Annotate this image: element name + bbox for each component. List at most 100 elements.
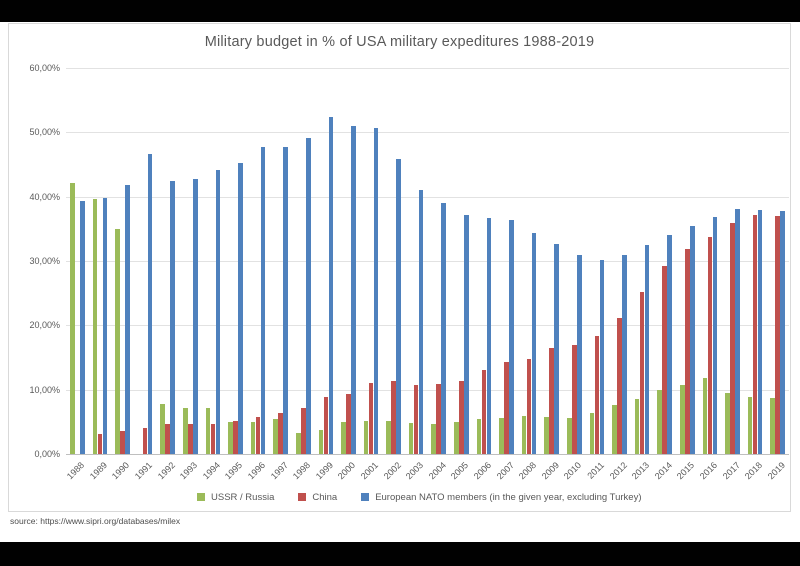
- bar-1992-series-2: [170, 181, 175, 454]
- bar-2016-series-1: [707, 237, 713, 454]
- bar-2002-series-0: [386, 420, 391, 454]
- gridline: [66, 261, 789, 262]
- bar-1998-series-0: [295, 432, 301, 454]
- bar-2008-series-0: [521, 416, 527, 454]
- bar-1988-series-0: [69, 182, 75, 454]
- bar-2013-series-1: [639, 291, 645, 454]
- chart-legend: USSR / Russia China European NATO members …: [197, 490, 642, 504]
- legend-label: USSR / Russia: [211, 491, 275, 503]
- bar-1999-series-2: [328, 116, 334, 454]
- bar-2010-series-0: [567, 417, 572, 454]
- y-axis-label: 40,00%: [29, 191, 60, 202]
- bar-2014-series-1: [662, 266, 668, 454]
- bar-1991-series-2: [147, 154, 153, 454]
- bar-1994-series-1: [210, 424, 216, 454]
- bar-2004-series-1: [436, 383, 442, 454]
- bar-2001-series-1: [368, 383, 374, 454]
- bar-2005-series-0: [454, 422, 459, 454]
- bar-1992-series-1: [165, 423, 170, 454]
- bar-2019-series-2: [780, 211, 785, 454]
- bar-2015-series-1: [685, 249, 690, 454]
- bar-2000-series-2: [351, 125, 356, 454]
- bar-2019-series-0: [770, 398, 775, 454]
- bar-1993-series-0: [182, 407, 188, 454]
- bar-2009-series-2: [554, 244, 560, 454]
- bar-2018-series-0: [747, 396, 753, 454]
- chart-frame: Military budget in % of USA military exp…: [8, 23, 791, 512]
- bar-2001-series-0: [363, 420, 369, 454]
- bar-1998-series-1: [300, 407, 306, 454]
- bar-2007-series-2: [509, 220, 514, 454]
- bar-2006-series-0: [476, 419, 482, 454]
- y-axis-label: 10,00%: [29, 384, 60, 395]
- bar-1998-series-2: [305, 138, 311, 454]
- bar-2007-series-1: [504, 362, 509, 454]
- bar-2016-series-2: [712, 217, 718, 454]
- source-text: source: https://www.sipri.org/databases/…: [10, 516, 181, 526]
- x-axis-line: [66, 454, 789, 455]
- bar-2018-series-2: [757, 209, 763, 454]
- plot-area: 0,00% 10,00% 20,00% 30,00% 40,00% 50,00% 60,00…: [29, 63, 789, 481]
- bar-2009-series-1: [549, 347, 555, 454]
- bar-1993-series-2: [192, 179, 198, 454]
- bar-1990-series-0: [115, 229, 120, 454]
- bar-1996-series-0: [250, 422, 256, 454]
- legend-swatch-icon: [361, 493, 370, 501]
- gridline: [66, 132, 789, 134]
- bar-2003-series-0: [408, 423, 414, 454]
- bar-1994-series-0: [205, 408, 211, 454]
- bar-2004-series-0: [431, 424, 437, 454]
- bar-1992-series-0: [160, 403, 165, 454]
- bar-2009-series-0: [544, 417, 550, 454]
- bar-2011-series-1: [594, 335, 600, 454]
- bar-1988-series-2: [79, 200, 85, 454]
- bar-1999-series-0: [318, 430, 324, 454]
- legend-swatch-icon: [197, 493, 205, 501]
- bar-2007-series-0: [499, 417, 504, 454]
- bar-2017-series-1: [730, 223, 735, 454]
- bar-2014-series-2: [667, 234, 673, 454]
- bar-2003-series-1: [413, 385, 419, 454]
- gridline: [66, 68, 789, 69]
- bar-2006-series-2: [486, 217, 492, 454]
- y-axis-label: 0,00%: [34, 449, 60, 459]
- bar-2017-series-0: [725, 392, 730, 454]
- y-axis-label: 30,00%: [29, 256, 60, 266]
- y-axis-label: 60,00%: [29, 63, 60, 73]
- bar-2003-series-2: [418, 189, 424, 454]
- bar-2012-series-2: [622, 254, 627, 454]
- bar-1989-series-2: [102, 197, 108, 454]
- bar-2002-series-2: [396, 158, 401, 454]
- bar-2011-series-2: [599, 260, 605, 454]
- bar-1995-series-0: [228, 421, 233, 454]
- bar-2013-series-0: [634, 398, 640, 454]
- gridline: [66, 325, 789, 327]
- legend-item: USSR / Russia: [197, 492, 274, 503]
- bar-2014-series-0: [657, 390, 663, 454]
- gridline: [66, 196, 789, 198]
- bar-2001-series-2: [373, 127, 379, 454]
- bar-1996-series-1: [255, 416, 261, 454]
- bar-2015-series-2: [690, 226, 695, 454]
- bar-2004-series-2: [441, 203, 447, 454]
- bar-2010-series-2: [577, 255, 582, 454]
- bar-2010-series-1: [572, 345, 577, 454]
- bar-2013-series-2: [644, 244, 650, 454]
- y-axis-label: 20,00%: [29, 320, 60, 331]
- bar-1997-series-0: [273, 419, 278, 454]
- legend-swatch-icon: [298, 493, 307, 501]
- legend-label: China: [312, 491, 338, 503]
- bar-1997-series-2: [283, 147, 288, 454]
- gridline: [66, 389, 789, 391]
- legend-label: European NATO members (in the given year…: [375, 491, 642, 503]
- bar-1996-series-2: [260, 146, 266, 454]
- bar-1999-series-1: [323, 396, 329, 454]
- bar-2000-series-0: [341, 422, 346, 454]
- bar-1989-series-1: [97, 434, 103, 454]
- bar-2019-series-1: [775, 215, 780, 454]
- bottom-letterbox: [0, 542, 800, 566]
- bar-2012-series-0: [612, 405, 617, 454]
- slide-canvas: Military budget in % of USA military exp…: [0, 22, 800, 542]
- bar-2002-series-1: [391, 381, 396, 454]
